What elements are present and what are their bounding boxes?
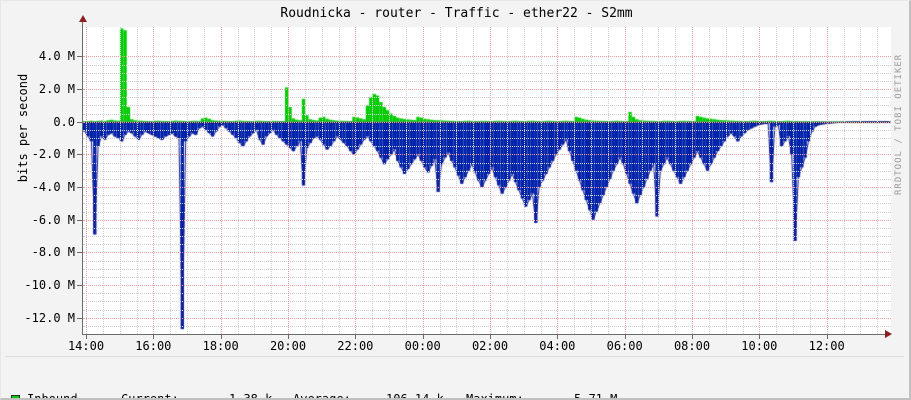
x-tick-mark bbox=[624, 334, 626, 339]
page-title: Roudnicka - router - Traffic - ether22 -… bbox=[280, 6, 633, 21]
y-tick-label: -8.0 M bbox=[31, 245, 75, 260]
legend-separator bbox=[5, 356, 904, 357]
traffic-chart-canvas bbox=[83, 27, 891, 334]
x-tick-mark bbox=[288, 334, 289, 339]
x-tick-mark bbox=[355, 334, 357, 339]
x-tick-mark bbox=[692, 334, 693, 339]
y-tick-mark bbox=[77, 121, 83, 123]
inbound-maximum-value: 5.71 M bbox=[574, 392, 618, 400]
y-tick-mark bbox=[77, 89, 83, 91]
y-tick-label: -12.0 M bbox=[24, 310, 75, 325]
y-tick-label: 2.0 M bbox=[38, 82, 75, 97]
x-tick-mark bbox=[86, 334, 87, 339]
x-tick-mark bbox=[422, 334, 424, 339]
y-tick-mark bbox=[77, 219, 83, 221]
x-tick-label: 00:00 bbox=[404, 339, 441, 353]
x-tick-mark bbox=[759, 334, 761, 339]
y-tick-label: -2.0 M bbox=[31, 147, 75, 162]
y-tick-label: -10.0 M bbox=[24, 278, 75, 292]
y-axis bbox=[82, 21, 83, 335]
x-tick-label: 14:00 bbox=[67, 339, 105, 353]
legend-row-inbound: Inbound Current: 1.38 k Average: 106.14 … bbox=[11, 392, 617, 398]
inbound-average-value: 106.14 k bbox=[386, 392, 444, 400]
y-tick-mark bbox=[77, 187, 83, 189]
x-tick-label: 16:00 bbox=[135, 339, 172, 353]
rrdtool-watermark: RRDTOOL / TOBI OETIKER bbox=[894, 53, 904, 195]
x-tick-label: 06:00 bbox=[606, 339, 643, 353]
inbound-maximum-label: Maximum: bbox=[466, 392, 524, 400]
inbound-color-swatch bbox=[11, 395, 20, 398]
x-axis bbox=[83, 334, 890, 335]
x-tick-mark bbox=[490, 334, 491, 339]
y-tick-mark bbox=[77, 154, 83, 156]
x-axis-arrow-icon bbox=[885, 330, 892, 338]
inbound-average-label: Average: bbox=[293, 392, 351, 400]
x-tick-mark bbox=[220, 334, 222, 339]
x-tick-mark bbox=[153, 334, 155, 339]
x-tick-label: 08:00 bbox=[673, 339, 711, 353]
x-tick-label: 18:00 bbox=[202, 339, 239, 353]
y-tick-mark bbox=[77, 285, 83, 286]
y-tick-mark bbox=[77, 56, 83, 58]
inbound-current-value: 1.38 k bbox=[229, 392, 273, 400]
y-tick-mark bbox=[77, 252, 83, 254]
inbound-current-label: Current: bbox=[121, 392, 179, 400]
y-tick-mark bbox=[77, 317, 83, 319]
x-tick-label: 12:00 bbox=[808, 339, 845, 353]
x-tick-label: 02:00 bbox=[471, 339, 509, 353]
inbound-label: Inbound bbox=[27, 392, 78, 400]
y-tick-label: -6.0 M bbox=[31, 212, 75, 227]
x-tick-label: 20:00 bbox=[269, 339, 307, 353]
plot-area bbox=[83, 27, 891, 334]
x-tick-label: 10:00 bbox=[741, 339, 778, 353]
x-tick-mark bbox=[557, 334, 559, 339]
y-tick-label: 4.0 M bbox=[38, 49, 75, 64]
x-tick-label: 22:00 bbox=[337, 339, 374, 353]
legend: Inbound Current: 1.38 k Average: 106.14 … bbox=[11, 362, 617, 398]
x-tick-label: 04:00 bbox=[539, 339, 576, 353]
y-tick-label: 0.0 bbox=[53, 114, 75, 129]
y-tick-label: -4.0 M bbox=[31, 180, 75, 195]
y-axis-arrow-icon bbox=[79, 15, 87, 22]
x-tick-mark bbox=[826, 334, 828, 339]
